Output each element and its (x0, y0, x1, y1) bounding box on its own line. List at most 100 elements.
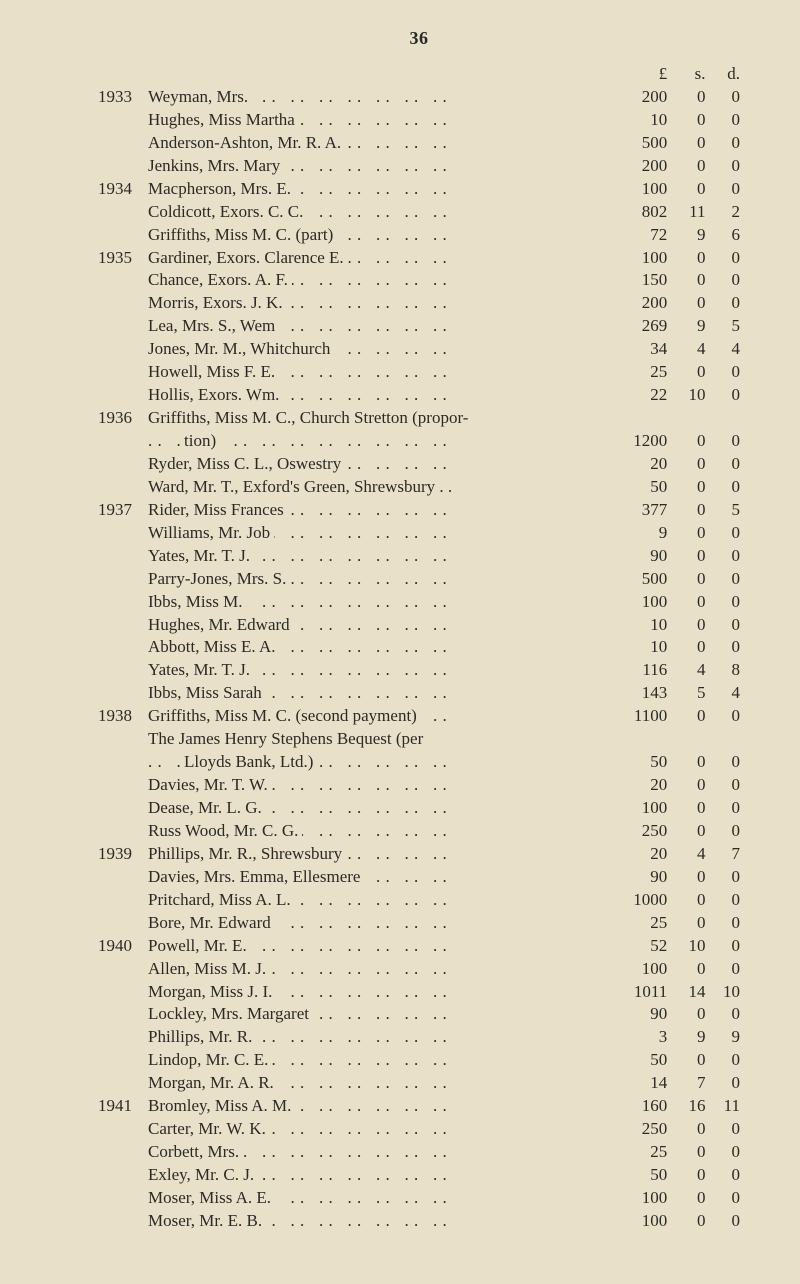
shillings: 0 (673, 178, 711, 201)
ledger-row: Moser, Mr. E. B.10000 (98, 1210, 740, 1233)
description-text: Dease, Mr. L. G. (148, 798, 266, 817)
pounds: 10 (614, 109, 673, 132)
pence: 0 (712, 935, 741, 958)
description-cell: Lockley, Mrs. Margaret (148, 1003, 614, 1026)
description-cell: Corbett, Mrs. (148, 1141, 614, 1164)
amount-cell: 5000 (614, 476, 740, 499)
ledger-row: The James Henry Stephens Bequest (per (98, 728, 740, 751)
description-text: Phillips, Mr. R. (148, 1027, 256, 1046)
ledger-row: 1938Griffiths, Miss M. C. (second paymen… (98, 705, 740, 728)
shillings: 0 (673, 958, 711, 981)
amount-cell: 900 (614, 522, 740, 545)
pence: 0 (712, 522, 741, 545)
ledger-row: 1941Bromley, Miss A. M.1601611 (98, 1095, 740, 1118)
pounds: 1011 (614, 981, 673, 1004)
header-pounds: £ (614, 63, 673, 86)
amount-cell: 1470 (614, 1072, 740, 1095)
description-text: Russ Wood, Mr. C. G. (148, 821, 302, 840)
pounds: 100 (614, 591, 673, 614)
year-cell: 1939 (98, 843, 148, 866)
pounds: 25 (614, 912, 673, 935)
pounds: 150 (614, 269, 673, 292)
pence: 0 (712, 1118, 741, 1141)
ledger-row: Pritchard, Miss A. L.100000 (98, 889, 740, 912)
amount-cell: 9000 (614, 866, 740, 889)
description-cell: Howell, Miss F. E. (148, 361, 614, 384)
description-text: Carter, Mr. W. K. (148, 1119, 270, 1138)
description-cell: Exley, Mr. C. J. (148, 1164, 614, 1187)
shillings: 11 (673, 201, 711, 224)
shillings: 0 (673, 522, 711, 545)
description-text: Morgan, Mr. A. R. (148, 1073, 278, 1092)
description-cell: Coldicott, Exors. C. C. (148, 201, 614, 224)
description-cell: Gardiner, Exors. Clarence E. (148, 247, 614, 270)
amount-cell: 2500 (614, 912, 740, 935)
description-cell: tion) (148, 430, 614, 453)
pounds: 100 (614, 247, 673, 270)
shillings: 0 (673, 568, 711, 591)
ledger-row: Morris, Exors. J. K.20000 (98, 292, 740, 315)
shillings: 5 (673, 682, 711, 705)
description-cell: Phillips, Mr. R., Shrewsbury (148, 843, 614, 866)
description-cell: Williams, Mr. Job (148, 522, 614, 545)
description-text: Anderson-Ashton, Mr. R. A. (148, 133, 345, 152)
pounds: 250 (614, 820, 673, 843)
currency-headers: £ s. d. (614, 63, 740, 86)
description-text: Bore, Mr. Edward (148, 913, 275, 932)
amount-cell: 50000 (614, 568, 740, 591)
ledger-row: Carter, Mr. W. K.25000 (98, 1118, 740, 1141)
description-text: Morris, Exors. J. K. (148, 293, 287, 312)
description-text: Rider, Miss Frances (148, 500, 288, 519)
description-cell: Lindop, Mr. C. E. (148, 1049, 614, 1072)
pence: 0 (712, 86, 741, 109)
pence: 0 (712, 384, 741, 407)
amount-cell: 1601611 (614, 1095, 740, 1118)
ledger-row: 1937Rider, Miss Frances37705 (98, 499, 740, 522)
shillings: 0 (673, 361, 711, 384)
shillings: 0 (673, 545, 711, 568)
shillings: 0 (673, 1187, 711, 1210)
pounds: 1200 (614, 430, 673, 453)
pence: 0 (712, 1164, 741, 1187)
pence: 0 (712, 705, 741, 728)
ledger-row: Lindop, Mr. C. E.5000 (98, 1049, 740, 1072)
pence: 0 (712, 751, 741, 774)
shillings: 10 (673, 384, 711, 407)
ledger-row: Russ Wood, Mr. C. G.25000 (98, 820, 740, 843)
ledger-row: 1934Macpherson, Mrs. E.10000 (98, 178, 740, 201)
amount-cell: 25000 (614, 820, 740, 843)
pence: 0 (712, 1187, 741, 1210)
description-cell: Dease, Mr. L. G. (148, 797, 614, 820)
description-text: Ibbs, Miss M. (148, 592, 246, 611)
pence: 0 (712, 1210, 741, 1233)
ledger-row: Williams, Mr. Job900 (98, 522, 740, 545)
pounds: 52 (614, 935, 673, 958)
pence: 0 (712, 958, 741, 981)
shillings: 4 (673, 338, 711, 361)
amount-cell: 3444 (614, 338, 740, 361)
amount-cell: 14354 (614, 682, 740, 705)
shillings: 0 (673, 499, 711, 522)
ledger-row: Parry-Jones, Mrs. S.50000 (98, 568, 740, 591)
description-cell: Carter, Mr. W. K. (148, 1118, 614, 1141)
pounds: 20 (614, 843, 673, 866)
description-text: Moser, Mr. E. B. (148, 1211, 266, 1230)
pence: 0 (712, 889, 741, 912)
description-cell: The James Henry Stephens Bequest (per (148, 728, 614, 751)
pence: 0 (712, 292, 741, 315)
pounds: 377 (614, 499, 673, 522)
pence: 5 (712, 499, 741, 522)
shillings: 9 (673, 315, 711, 338)
description-text: Allen, Miss M. J. (148, 959, 270, 978)
shillings: 0 (673, 774, 711, 797)
pounds: 250 (614, 1118, 673, 1141)
shillings: 7 (673, 1072, 711, 1095)
pence: 4 (712, 338, 741, 361)
pence: 0 (712, 568, 741, 591)
shillings: 0 (673, 1141, 711, 1164)
description-text: tion) (184, 431, 220, 450)
pence: 0 (712, 820, 741, 843)
shillings: 0 (673, 453, 711, 476)
shillings: 9 (673, 224, 711, 247)
description-cell: Moser, Mr. E. B. (148, 1210, 614, 1233)
